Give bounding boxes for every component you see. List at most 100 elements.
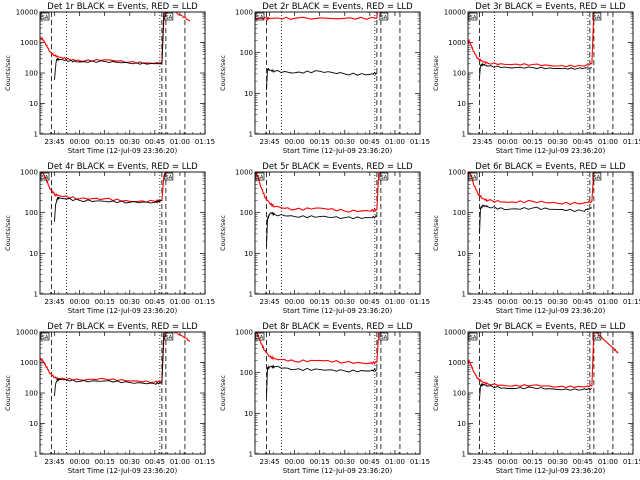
y-tick-label: 1000	[235, 9, 253, 17]
x-axis-label: Start Time (12-Jul-09 23:36:20)	[496, 147, 606, 155]
x-tick-label: 00:45	[145, 458, 165, 466]
series-lld-line	[255, 172, 380, 213]
x-tick-label: 23:45	[44, 138, 64, 146]
x-tick-label: 00:45	[360, 458, 380, 466]
x-tick-label: 00:45	[360, 138, 380, 146]
x-tick-label: 01:00	[385, 458, 405, 466]
y-tick-label: 1	[462, 451, 466, 459]
series-group	[468, 332, 619, 400]
y-tick-label: 10	[244, 250, 253, 258]
sa-marker-box	[164, 12, 174, 21]
x-tick-label: 01:15	[410, 298, 430, 306]
sa-marker-box	[164, 172, 174, 181]
x-tick-label: 01:00	[170, 298, 190, 306]
sa-marker-label: SA	[42, 335, 49, 341]
y-tick-label: 1000	[448, 169, 466, 177]
sa-marker-label: SA	[381, 175, 388, 181]
y-tick-label: 1000	[20, 39, 38, 47]
y-tick-label: 10	[29, 420, 38, 428]
sa-marker-box	[592, 12, 602, 21]
y-tick-label: 100	[240, 369, 253, 377]
reference-lines	[51, 172, 186, 294]
x-axis-label: Start Time (12-Jul-09 23:36:20)	[68, 147, 178, 155]
y-tick-label: 10	[457, 100, 466, 108]
x-tick-label: 00:15	[95, 458, 115, 466]
x-tick-label: 00:15	[310, 458, 330, 466]
x-axis-label: Start Time (12-Jul-09 23:36:20)	[496, 467, 606, 475]
series-group	[41, 172, 168, 222]
sa-marker-label: SA	[470, 175, 477, 181]
y-tick-label: 10	[244, 410, 253, 418]
x-tick-label: 01:15	[195, 458, 215, 466]
x-tick-label: 00:15	[523, 298, 543, 306]
y-tick-label: 10	[29, 250, 38, 258]
y-tick-label: 10	[29, 100, 38, 108]
x-tick-label: 01:00	[598, 298, 618, 306]
series-events-line	[266, 364, 378, 398]
series-lld-line	[40, 12, 191, 65]
chart-panel-4: Det 4r BLACK = Events, RED = LLD Counts/s…	[4, 162, 215, 315]
x-tick-label: 00:30	[335, 298, 355, 306]
y-tick-label: 1000	[448, 39, 466, 47]
chart-panel-3: Det 3r BLACK = Events, RED = LLD Counts/s…	[432, 2, 640, 155]
y-tick-label: 100	[453, 209, 466, 217]
sa-marker-box	[255, 332, 265, 341]
x-tick-label: 23:45	[472, 138, 492, 146]
y-tick-label: 1	[34, 291, 38, 299]
series-events-line	[479, 62, 593, 78]
y-tick-label: 1000	[20, 359, 38, 367]
x-tick-label: 23:45	[472, 298, 492, 306]
x-tick-label: 23:45	[44, 298, 64, 306]
plot-frame	[254, 11, 421, 135]
chart-panel-1: Det 1r BLACK = Events, RED = LLD Counts/s…	[4, 2, 215, 155]
chart-title: Det 9r BLACK = Events, RED = LLD	[475, 322, 626, 332]
y-tick-label: 1000	[235, 169, 253, 177]
x-tick-label: 00:00	[498, 138, 518, 146]
y-tick-label: 1	[249, 291, 253, 299]
y-tick-label: 100	[453, 70, 466, 78]
series-lld-line	[255, 332, 380, 365]
sa-marker-label: SA	[594, 335, 601, 341]
sa-marker-label: SA	[257, 335, 264, 341]
x-tick-label: 01:00	[170, 458, 190, 466]
x-tick-label: 00:15	[95, 298, 115, 306]
sa-marker-box	[255, 12, 265, 21]
y-tick-label: 10000	[16, 9, 38, 17]
y-axis-label: Counts/sec	[4, 55, 12, 91]
series-events-line	[479, 204, 592, 234]
sa-marker-label: SA	[257, 15, 264, 21]
y-axis-label: Counts/sec	[4, 375, 12, 411]
sa-marker-box	[379, 12, 389, 21]
chart-title: Det 6r BLACK = Events, RED = LLD	[475, 162, 626, 172]
x-tick-label: 00:45	[360, 298, 380, 306]
y-tick-label: 1	[462, 131, 466, 139]
y-tick-label: 100	[25, 209, 38, 217]
x-tick-label: 00:30	[548, 298, 568, 306]
chart-title: Det 7r BLACK = Events, RED = LLD	[47, 322, 198, 332]
series-lld-line	[468, 12, 595, 68]
sa-marker-box	[592, 172, 602, 181]
x-tick-label: 01:00	[598, 458, 618, 466]
sa-marker-box	[255, 172, 265, 181]
x-tick-label: 00:00	[70, 138, 90, 146]
series-group	[468, 12, 595, 78]
sa-marker-label: SA	[381, 15, 388, 21]
x-tick-label: 00:15	[95, 138, 115, 146]
x-tick-label: 00:15	[523, 458, 543, 466]
y-tick-label: 1	[462, 291, 466, 299]
x-tick-label: 00:15	[310, 298, 330, 306]
reference-lines	[51, 332, 186, 454]
y-tick-label: 100	[240, 209, 253, 217]
sa-marker-label: SA	[470, 15, 477, 21]
chart-title: Det 1r BLACK = Events, RED = LLD	[47, 2, 198, 12]
x-tick-label: 00:45	[573, 138, 593, 146]
sa-marker-box	[468, 172, 478, 181]
x-tick-label: 00:00	[498, 298, 518, 306]
reference-lines	[51, 12, 186, 134]
x-tick-label: 23:45	[259, 458, 279, 466]
x-tick-label: 01:00	[385, 298, 405, 306]
reference-lines	[266, 172, 401, 294]
sa-marker-box	[379, 332, 389, 341]
x-axis-label: Start Time (12-Jul-09 23:36:20)	[283, 307, 393, 315]
sa-marker-label: SA	[470, 335, 477, 341]
